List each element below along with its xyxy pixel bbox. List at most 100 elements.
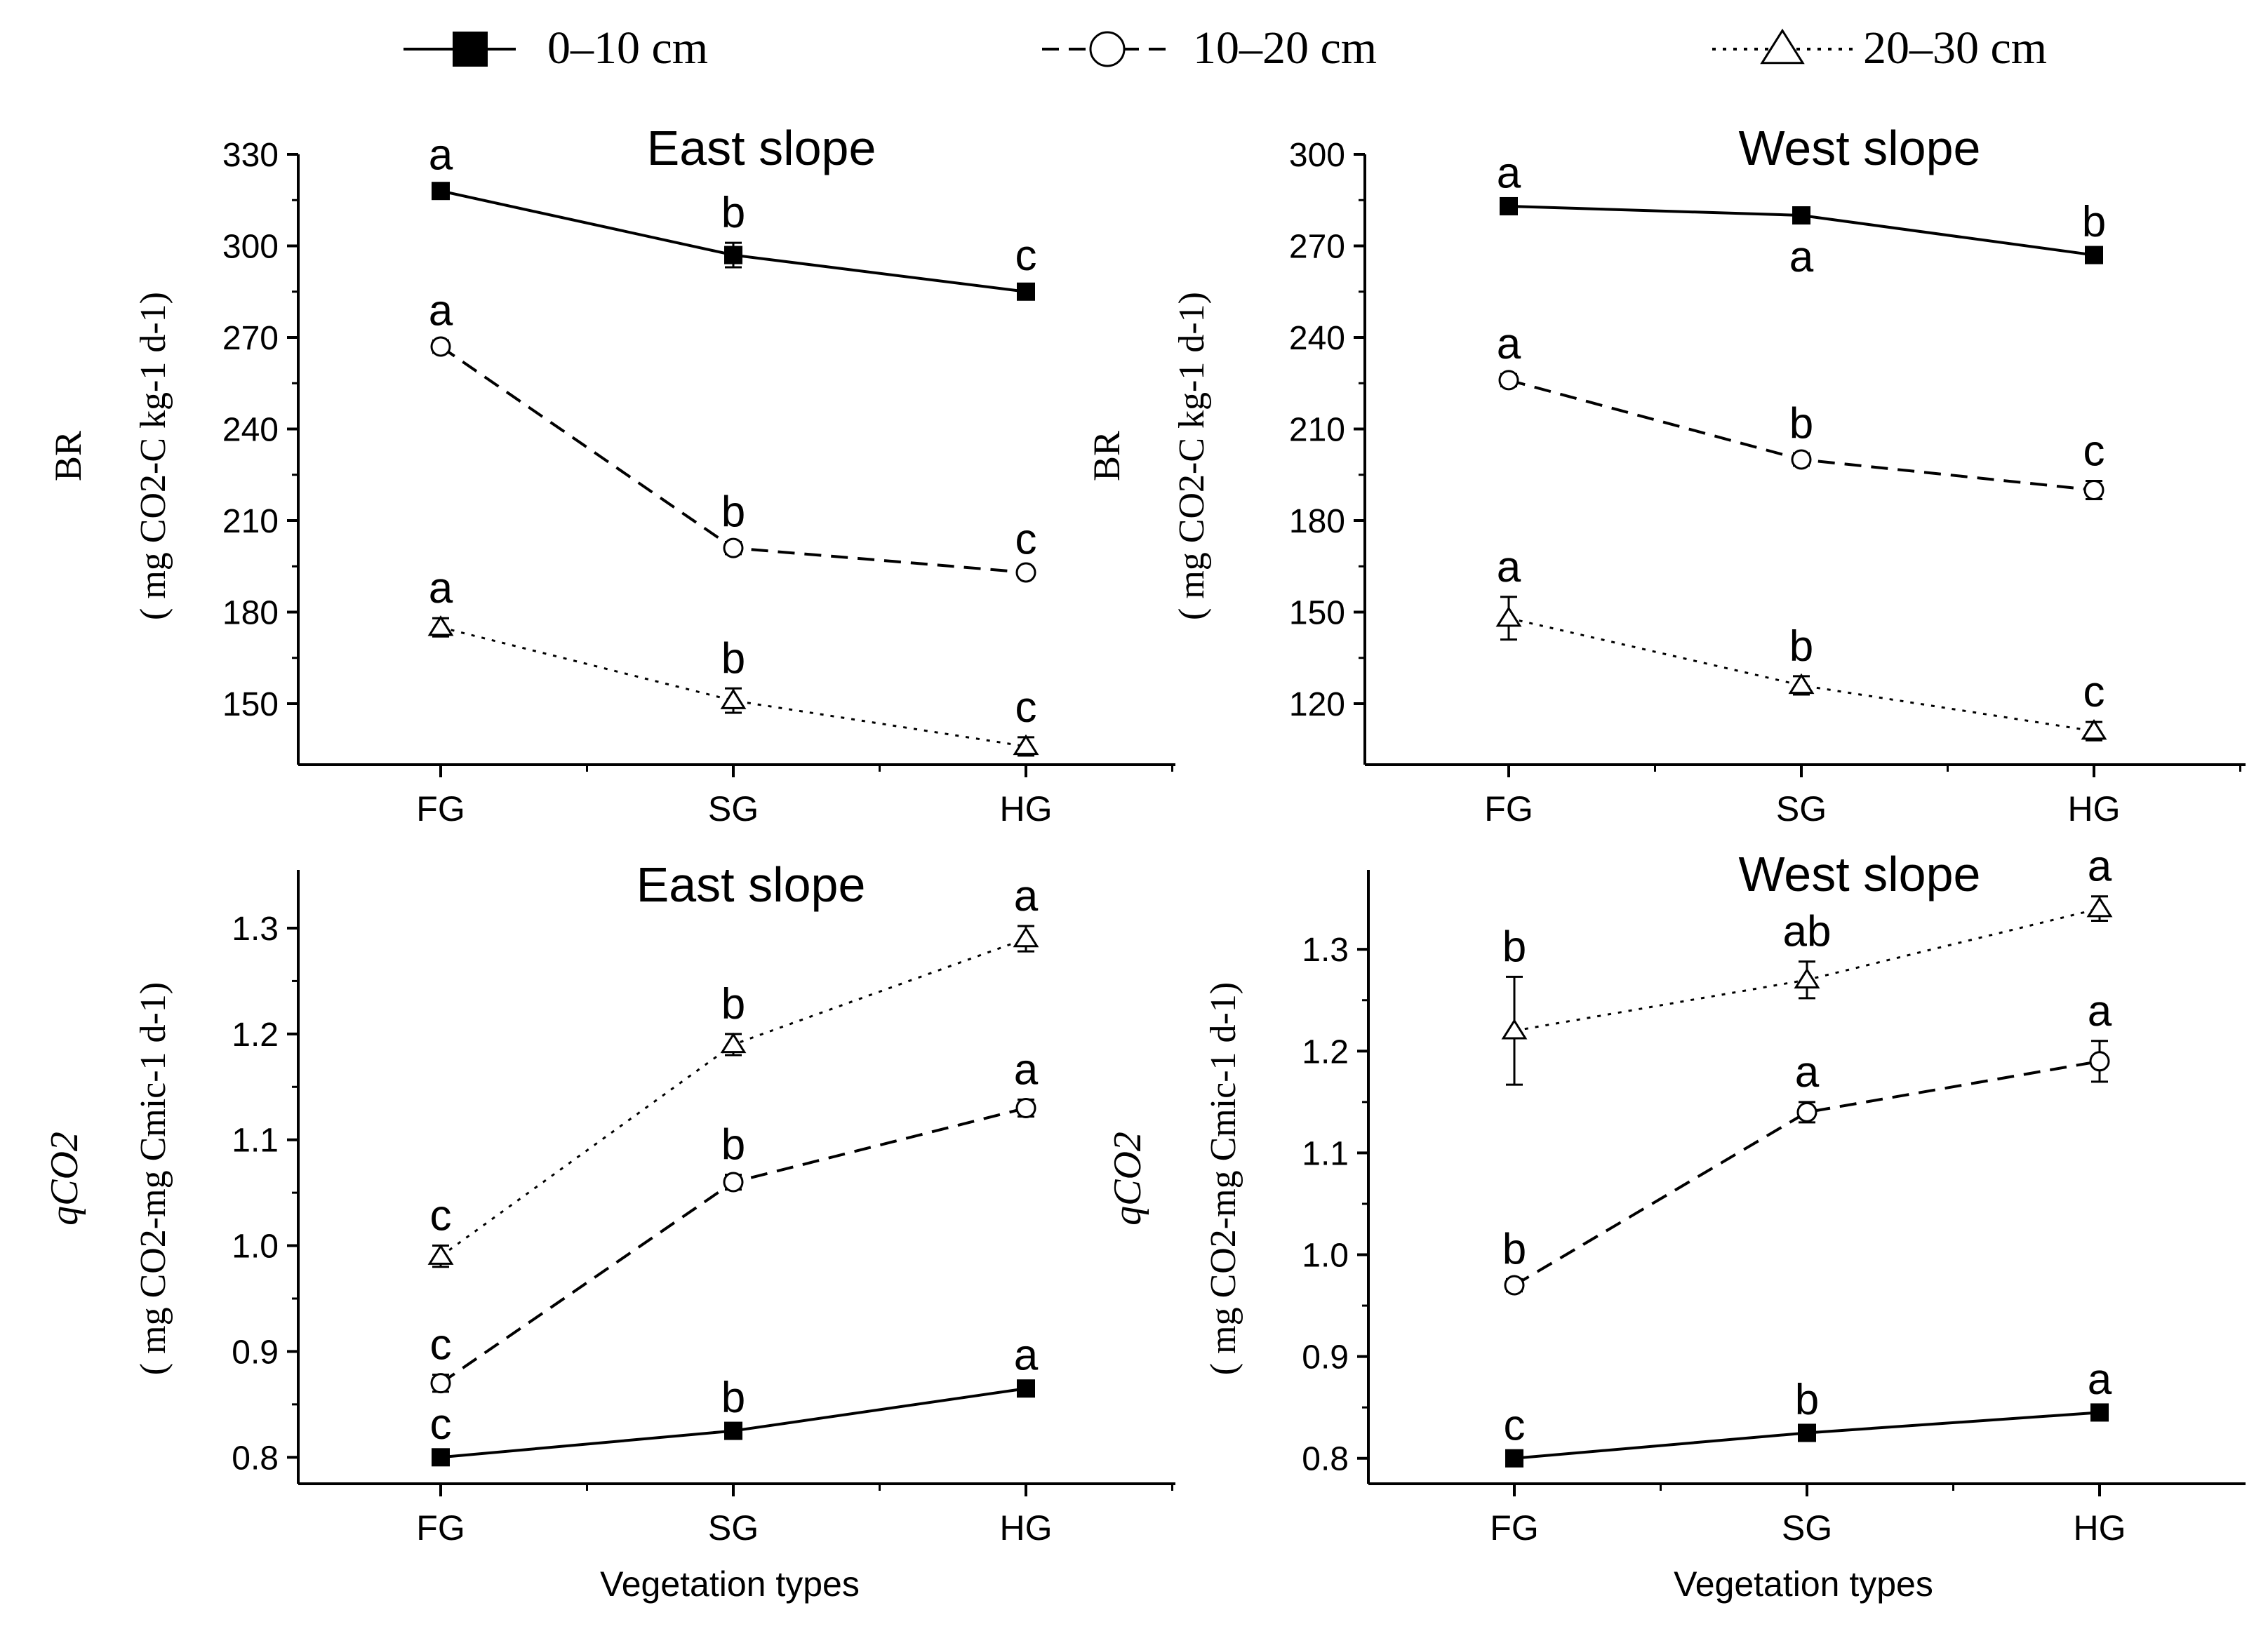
significance-letter: b <box>721 488 745 536</box>
y-tick-label: 270 <box>1289 229 1345 266</box>
data-point-open-triangle-marker <box>1501 1019 1528 1040</box>
y-tick-label: 240 <box>1289 320 1345 357</box>
data-point-open-triangle-marker <box>1495 606 1522 627</box>
y-tick-label: 240 <box>222 412 279 449</box>
significance-letter: b <box>1795 1376 1819 1424</box>
significance-letter: b <box>721 634 745 683</box>
data-point-filled-square-marker <box>2085 246 2103 264</box>
significance-letter: b <box>1502 923 1526 971</box>
significance-letter: a <box>2088 1355 2112 1404</box>
data-point-filled-square-marker <box>432 1448 450 1467</box>
data-point-open-circle-marker <box>1504 1275 1525 1296</box>
x-tick-label: HG <box>2068 789 2121 829</box>
y-axis-title-main: BR <box>1086 431 1128 481</box>
legend-open-circle-marker <box>1089 31 1126 67</box>
data-point-filled-square-marker <box>1017 282 1035 301</box>
legend: 0–10 cm 10–20 cm 20–30 cm <box>403 22 2047 74</box>
panel-title: West slope <box>1739 121 1981 175</box>
x-tick-label: FG <box>1490 1508 1538 1548</box>
significance-letter: ab <box>1783 908 1832 956</box>
legend-label: 0–10 cm <box>547 22 708 74</box>
legend-filled-square-marker <box>453 32 488 67</box>
data-point-filled-square-marker <box>1505 1449 1523 1468</box>
y-axis-units: ( mg CO2-C kg-1 d-1) <box>133 292 173 620</box>
series-20-30cm: a b c <box>427 564 1039 757</box>
series-10-20cm: b a a <box>1502 987 2112 1296</box>
y-axis-units-qco2-left: ( mg CO2-mg Cmic-1 d-1) <box>133 982 173 1375</box>
y-tick-label: 0.8 <box>232 1440 279 1477</box>
series-20-30cm: b ab a <box>1501 843 2113 1086</box>
series-10-20cm: a b c <box>1497 320 2105 501</box>
y-tick-label: 150 <box>222 686 279 723</box>
y-tick-label: 0.9 <box>1302 1339 1349 1376</box>
data-point-open-circle-marker <box>723 1172 744 1193</box>
legend-item: 20–30 cm <box>1712 22 2047 74</box>
legend-item: 10–20 cm <box>1042 22 1377 74</box>
y-tick-label: 330 <box>222 137 279 174</box>
data-point-open-triangle-marker <box>427 615 454 636</box>
significance-letter: c <box>2083 668 2105 716</box>
series-0-10cm: a b c <box>429 131 1037 301</box>
y-axis-title-main: BR <box>47 431 89 481</box>
significance-letter: a <box>1014 1332 1039 1380</box>
y-tick-label: 180 <box>222 595 279 632</box>
significance-letter: a <box>1014 872 1039 920</box>
data-point-open-circle-marker <box>723 537 744 558</box>
x-tick-label: SG <box>708 789 759 829</box>
significance-letter: c <box>430 1321 452 1369</box>
series-0-10cm: a a b <box>1497 149 2106 281</box>
legend-open-triangle-marker <box>1760 28 1805 65</box>
y-axis-title-main: qCO2 <box>43 1132 86 1226</box>
significance-letter: b <box>721 1374 745 1422</box>
significance-letter: b <box>1789 399 1813 448</box>
y-tick-label: 1.1 <box>1302 1135 1349 1172</box>
significance-letter: b <box>1502 1225 1526 1273</box>
significance-letter: a <box>1795 1048 1820 1097</box>
data-point-open-triangle-marker <box>2086 897 2113 918</box>
data-point-filled-square-marker <box>724 246 742 264</box>
data-point-filled-square-marker <box>432 182 450 201</box>
data-point-open-circle-marker <box>1015 562 1036 583</box>
series-10-20cm: a b c <box>429 286 1037 583</box>
y-tick-label: 300 <box>1289 137 1345 174</box>
data-point-open-circle-marker <box>2083 480 2104 500</box>
x-tick-label: SG <box>1776 789 1827 829</box>
x-axis-title-right: Vegetation types <box>1674 1564 1933 1604</box>
significance-letter: c <box>430 1400 452 1449</box>
series-20-30cm: a b c <box>1495 543 2107 742</box>
data-point-open-triangle-marker <box>1013 734 1039 756</box>
data-point-filled-square-marker <box>1798 1423 1816 1442</box>
panel-title: East slope <box>636 857 866 912</box>
data-point-open-triangle-marker <box>1794 967 1820 988</box>
significance-letter: c <box>2083 427 2105 475</box>
x-tick-label: SG <box>708 1508 759 1548</box>
data-point-filled-square-marker <box>2090 1403 2109 1422</box>
data-point-open-circle-marker <box>1796 1101 1817 1122</box>
legend-item: 0–10 cm <box>403 22 708 74</box>
significance-letter: a <box>1497 320 1521 368</box>
y-tick-label: 210 <box>1289 412 1345 449</box>
y-axis-units: ( mg CO2-mg Cmic-1 d-1) <box>133 982 173 1375</box>
y-axis-units: ( mg CO2-mg Cmic-1 d-1) <box>1203 982 1243 1375</box>
data-point-filled-square-marker <box>1017 1379 1035 1398</box>
y-tick-label: 1.3 <box>1302 932 1349 969</box>
series-line <box>1513 1059 2100 1287</box>
y-tick-label: 1.2 <box>232 1017 279 1054</box>
y-tick-label: 1.1 <box>232 1122 279 1160</box>
x-tick-label: SG <box>1782 1508 1832 1548</box>
x-tick-label: FG <box>1484 789 1533 829</box>
significance-letter: a <box>2088 987 2112 1035</box>
significance-letter: b <box>721 1120 745 1169</box>
data-point-open-circle-marker <box>1498 370 1519 391</box>
y-tick-label: 150 <box>1289 595 1345 632</box>
y-axis-title-main: qCO2 <box>1106 1132 1149 1226</box>
data-point-filled-square-marker <box>1792 206 1810 224</box>
y-axis-units: ( mg CO2-C kg-1 d-1) <box>1172 292 1212 620</box>
y-axis-units-br-left: ( mg CO2-C kg-1 d-1) <box>133 292 173 620</box>
x-tick-label: FG <box>416 789 465 829</box>
y-tick-label: 180 <box>1289 503 1345 540</box>
panel-east-slope-br: 150 180 210 240 270 300 330 FG SG HG East slope a b c… <box>222 121 1175 829</box>
data-point-open-circle-marker <box>1015 1097 1036 1118</box>
